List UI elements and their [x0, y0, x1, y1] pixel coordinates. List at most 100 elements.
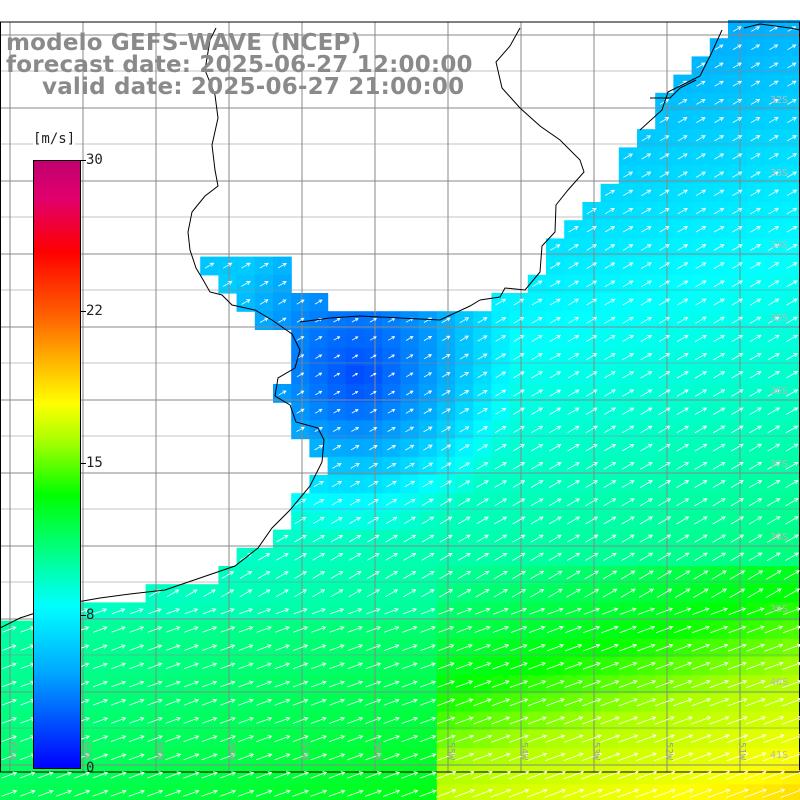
wind-arrow	[92, 789, 109, 797]
wind-arrow	[423, 426, 433, 433]
wind-cell	[764, 20, 784, 39]
wind-arrow	[509, 716, 529, 725]
wind-cell	[291, 311, 310, 330]
wind-cell	[709, 74, 729, 94]
wind-arrow	[782, 607, 800, 615]
wind-cell	[546, 274, 565, 294]
wind-arrow	[201, 735, 218, 742]
wind-cell	[691, 238, 711, 258]
wind-cell	[618, 402, 638, 421]
wind-arrow	[654, 734, 675, 743]
wind-cell	[309, 584, 329, 603]
wind-arrow	[476, 462, 489, 470]
wind-arrow	[259, 299, 269, 305]
wind-arrow	[690, 770, 712, 780]
wind-arrow	[622, 244, 634, 251]
wind-arrow	[713, 371, 726, 379]
wind-arrow	[531, 407, 544, 415]
wind-arrow	[641, 153, 652, 160]
wind-arrow	[313, 480, 324, 488]
wind-arrow	[691, 698, 711, 707]
wind-cell	[309, 293, 329, 312]
wind-cell	[509, 347, 529, 367]
wind-arrow	[544, 788, 567, 798]
wind-arrow	[402, 626, 418, 633]
wind-arrow	[604, 298, 616, 306]
wind-arrow	[712, 534, 727, 543]
wind-arrow	[148, 608, 162, 615]
wind-arrow	[549, 389, 562, 397]
wind-arrow	[458, 444, 470, 451]
wind-cell	[564, 529, 583, 549]
wind-cell	[455, 402, 474, 421]
wind-cell	[618, 220, 638, 239]
wind-arrow	[618, 698, 638, 707]
wind-arrow	[782, 661, 800, 670]
wind-cell	[291, 329, 310, 349]
wind-arrow	[440, 462, 452, 470]
wind-cell	[600, 202, 620, 221]
wind-cell	[546, 365, 565, 385]
wind-arrow	[165, 644, 181, 651]
wind-cell	[291, 293, 310, 312]
wind-cell	[746, 438, 765, 458]
wind-cell	[236, 584, 256, 603]
wind-arrow	[490, 788, 512, 798]
wind-cell	[728, 547, 747, 567]
wind-arrow	[530, 534, 544, 543]
wind-cell	[527, 274, 547, 294]
wind-arrow	[350, 445, 360, 451]
wind-arrow	[513, 335, 525, 342]
wind-arrow	[549, 298, 561, 306]
wind-arrow	[530, 462, 544, 470]
wind-arrow	[638, 588, 655, 598]
wind-arrow	[352, 372, 359, 377]
wind-arrow	[401, 644, 418, 651]
colorbar-unit-label: [m/s]	[33, 131, 76, 147]
wind-cell	[436, 566, 456, 585]
wind-cell	[491, 402, 511, 421]
wind-arrow	[732, 207, 743, 215]
wind-cell	[746, 220, 765, 239]
wind-arrow	[110, 717, 127, 724]
wind-arrow	[239, 608, 253, 615]
wind-cell	[746, 165, 765, 185]
wind-arrow	[183, 789, 200, 797]
wind-arrow	[750, 62, 761, 69]
wind-arrow	[494, 534, 508, 543]
wind-arrow	[785, 371, 799, 379]
wind-arrow	[601, 643, 619, 652]
wind-arrow	[329, 662, 345, 670]
wind-arrow	[786, 244, 798, 251]
wind-cell	[291, 420, 310, 440]
wind-arrow	[677, 226, 689, 233]
wind-cell	[345, 511, 365, 531]
wind-arrow	[604, 316, 616, 324]
wind-arrow	[599, 770, 621, 780]
wind-arrow	[422, 498, 434, 506]
wind-arrow	[350, 480, 361, 488]
wind-arrow	[768, 262, 780, 270]
colorbar-tick-mark	[80, 311, 86, 312]
wind-cell	[273, 529, 292, 549]
wind-arrow	[641, 189, 652, 196]
wind-arrow	[767, 407, 781, 416]
wind-cell	[400, 347, 420, 367]
wind-cell	[91, 784, 110, 800]
wind-arrow	[513, 353, 525, 361]
wind-arrow	[404, 498, 416, 506]
wind-arrow	[256, 644, 272, 651]
wind-arrow	[714, 98, 724, 105]
wind-cell	[637, 584, 656, 603]
wind-arrow	[659, 226, 670, 233]
wind-arrow	[310, 735, 327, 743]
wind-arrow	[677, 171, 688, 178]
wind-arrow	[712, 516, 726, 525]
wind-arrow	[751, 26, 761, 32]
wind-arrow	[673, 625, 692, 634]
wind-arrow	[147, 626, 163, 633]
wind-cell	[455, 329, 474, 349]
wind-arrow	[201, 771, 218, 779]
wind-arrow	[201, 680, 218, 688]
wind-cell	[455, 347, 474, 367]
